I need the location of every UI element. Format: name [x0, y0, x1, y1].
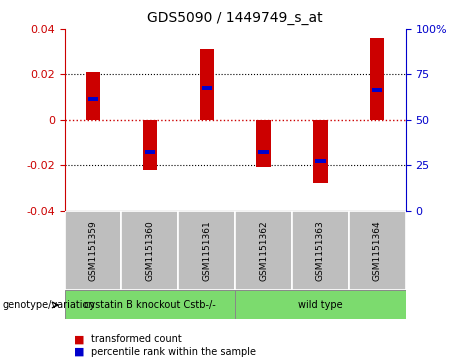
Bar	[178, 211, 235, 290]
Text: genotype/variation: genotype/variation	[2, 300, 95, 310]
Text: wild type: wild type	[298, 300, 343, 310]
Bar	[259, 150, 269, 154]
Bar	[121, 211, 178, 290]
Text: ■: ■	[74, 347, 84, 357]
Bar	[65, 290, 235, 319]
Bar	[88, 97, 98, 101]
Text: percentile rank within the sample: percentile rank within the sample	[91, 347, 256, 357]
Bar	[145, 150, 155, 154]
Text: cystatin B knockout Cstb-/-: cystatin B knockout Cstb-/-	[84, 300, 216, 310]
Bar	[315, 159, 325, 163]
Bar	[86, 72, 100, 120]
Bar	[235, 290, 406, 319]
Text: GSM1151359: GSM1151359	[89, 220, 97, 281]
Text: GSM1151362: GSM1151362	[259, 220, 268, 281]
Bar	[349, 211, 406, 290]
Bar	[372, 88, 382, 92]
Title: GDS5090 / 1449749_s_at: GDS5090 / 1449749_s_at	[148, 11, 323, 25]
Bar	[313, 120, 327, 183]
Bar	[201, 86, 212, 90]
Bar	[370, 38, 384, 120]
Text: GSM1151361: GSM1151361	[202, 220, 211, 281]
Text: ■: ■	[74, 334, 84, 344]
Bar	[65, 211, 121, 290]
Text: GSM1151360: GSM1151360	[145, 220, 154, 281]
Bar	[256, 120, 271, 167]
Bar	[143, 120, 157, 170]
Text: transformed count: transformed count	[91, 334, 182, 344]
Text: GSM1151364: GSM1151364	[373, 220, 382, 281]
Bar	[200, 49, 214, 120]
Bar	[235, 211, 292, 290]
Bar	[292, 211, 349, 290]
Text: GSM1151363: GSM1151363	[316, 220, 325, 281]
